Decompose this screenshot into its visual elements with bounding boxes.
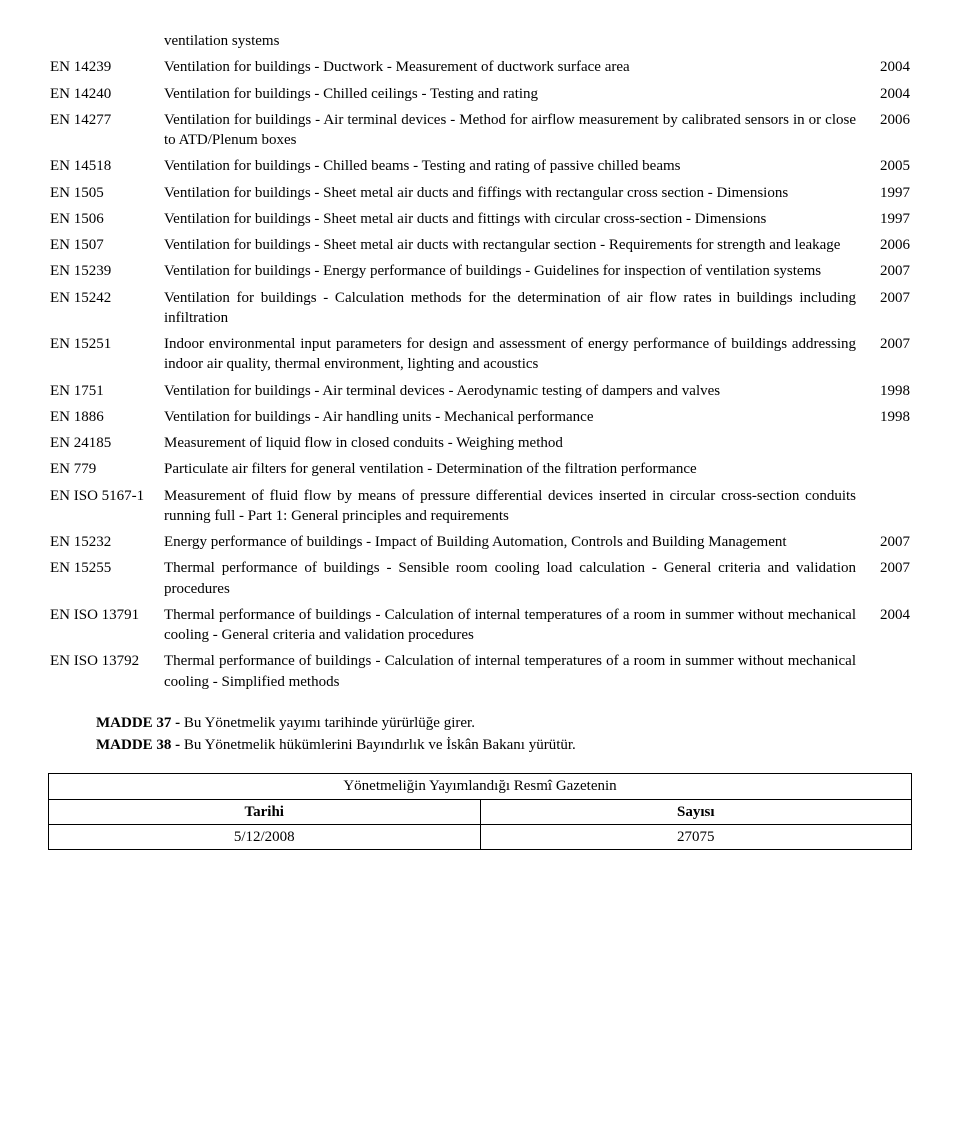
standard-description: Thermal performance of buildings - Calcu… <box>162 648 858 695</box>
standard-year: 2007 <box>858 529 912 555</box>
gazette-box: Yönetmeliğin Yayımlandığı Resmî Gazeteni… <box>48 773 912 850</box>
standard-code: EN 1505 <box>48 180 162 206</box>
table-row: EN 14239Ventilation for buildings - Duct… <box>48 54 912 80</box>
standard-code: EN 15251 <box>48 331 162 378</box>
standard-description: Ventilation for buildings - Sheet metal … <box>162 180 858 206</box>
standard-description: Ventilation for buildings - Air terminal… <box>162 107 858 154</box>
standard-code: EN 14239 <box>48 54 162 80</box>
standard-description: Thermal performance of buildings - Sensi… <box>162 555 858 602</box>
standard-year: 2004 <box>858 602 912 649</box>
standard-year: 2005 <box>858 153 912 179</box>
standard-description: Ventilation for buildings - Air terminal… <box>162 378 858 404</box>
standard-description: Ventilation for buildings - Calculation … <box>162 285 858 332</box>
standard-description: Particulate air filters for general vent… <box>162 456 858 482</box>
madde-38-text: Bu Yönetmelik hükümlerini Bayındırlık ve… <box>180 737 576 753</box>
standard-code: EN 15255 <box>48 555 162 602</box>
standard-year: 2007 <box>858 331 912 378</box>
standard-year: 1997 <box>858 206 912 232</box>
table-row: EN 15239Ventilation for buildings - Ener… <box>48 258 912 284</box>
standard-description: Energy performance of buildings - Impact… <box>162 529 858 555</box>
table-row: EN 1506Ventilation for buildings - Sheet… <box>48 206 912 232</box>
gazette-tarihi-value: 5/12/2008 <box>49 824 481 849</box>
standard-year: 1997 <box>858 180 912 206</box>
standard-description: Ventilation for buildings - Air handling… <box>162 404 858 430</box>
standard-year <box>858 430 912 456</box>
table-row: EN 15242Ventilation for buildings - Calc… <box>48 285 912 332</box>
table-row: EN ISO 13791Thermal performance of build… <box>48 602 912 649</box>
table-row: EN 1886Ventilation for buildings - Air h… <box>48 404 912 430</box>
gazette-table: Yönetmeliğin Yayımlandığı Resmî Gazeteni… <box>48 773 912 850</box>
table-row: ventilation systems <box>48 28 912 54</box>
madde-block: MADDE 37 - Bu Yönetmelik yayımı tarihind… <box>96 713 864 756</box>
madde-38: MADDE 38 - Bu Yönetmelik hükümlerini Bay… <box>96 735 864 755</box>
standard-description: Thermal performance of buildings - Calcu… <box>162 602 858 649</box>
standard-year: 2007 <box>858 258 912 284</box>
standard-description: Ventilation for buildings - Chilled ceil… <box>162 81 858 107</box>
table-row: EN 14240Ventilation for buildings - Chil… <box>48 81 912 107</box>
standard-description: Ventilation for buildings - Sheet metal … <box>162 206 858 232</box>
standard-code: EN 1751 <box>48 378 162 404</box>
standard-year <box>858 483 912 530</box>
madde-37-text: Bu Yönetmelik yayımı tarihinde yürürlüğe… <box>180 715 475 731</box>
table-row: EN 1751Ventilation for buildings - Air t… <box>48 378 912 404</box>
gazette-sayisi-label: Sayısı <box>480 799 912 824</box>
standard-description: Ventilation for buildings - Energy perfo… <box>162 258 858 284</box>
standard-description: ventilation systems <box>162 28 858 54</box>
standard-code: EN 15239 <box>48 258 162 284</box>
table-row: EN 15255Thermal performance of buildings… <box>48 555 912 602</box>
standard-code: EN 24185 <box>48 430 162 456</box>
standard-code: EN 14518 <box>48 153 162 179</box>
table-row: EN 1507Ventilation for buildings - Sheet… <box>48 232 912 258</box>
standard-year: 2006 <box>858 232 912 258</box>
table-row: EN 15232Energy performance of buildings … <box>48 529 912 555</box>
standards-table: ventilation systemsEN 14239Ventilation f… <box>48 28 912 695</box>
standard-description: Measurement of liquid flow in closed con… <box>162 430 858 456</box>
table-row: EN 24185Measurement of liquid flow in cl… <box>48 430 912 456</box>
standard-description: Indoor environmental input parameters fo… <box>162 331 858 378</box>
standard-year <box>858 648 912 695</box>
madde-37-label: MADDE 37 - <box>96 715 180 731</box>
table-row: EN ISO 5167-1Measurement of fluid flow b… <box>48 483 912 530</box>
standard-code: EN ISO 13791 <box>48 602 162 649</box>
standard-year: 1998 <box>858 378 912 404</box>
standard-description: Ventilation for buildings - Sheet metal … <box>162 232 858 258</box>
standard-code: EN 1506 <box>48 206 162 232</box>
standard-code: EN 1886 <box>48 404 162 430</box>
standard-year: 2004 <box>858 81 912 107</box>
standard-year: 1998 <box>858 404 912 430</box>
standard-code: EN 15232 <box>48 529 162 555</box>
standard-year <box>858 28 912 54</box>
table-row: EN 15251Indoor environmental input param… <box>48 331 912 378</box>
standard-description: Ventilation for buildings - Chilled beam… <box>162 153 858 179</box>
table-row: EN ISO 13792Thermal performance of build… <box>48 648 912 695</box>
standard-code <box>48 28 162 54</box>
standard-code: EN 779 <box>48 456 162 482</box>
standard-code: EN 1507 <box>48 232 162 258</box>
standard-description: Ventilation for buildings - Ductwork - M… <box>162 54 858 80</box>
gazette-tarihi-label: Tarihi <box>49 799 481 824</box>
madde-37: MADDE 37 - Bu Yönetmelik yayımı tarihind… <box>96 713 864 733</box>
standard-description: Measurement of fluid flow by means of pr… <box>162 483 858 530</box>
standard-code: EN ISO 5167-1 <box>48 483 162 530</box>
standard-year: 2007 <box>858 555 912 602</box>
standard-code: EN 15242 <box>48 285 162 332</box>
standard-code: EN 14240 <box>48 81 162 107</box>
standard-code: EN 14277 <box>48 107 162 154</box>
madde-38-label: MADDE 38 - <box>96 737 180 753</box>
gazette-title: Yönetmeliğin Yayımlandığı Resmî Gazeteni… <box>49 774 912 799</box>
standard-year: 2006 <box>858 107 912 154</box>
table-row: EN 1505Ventilation for buildings - Sheet… <box>48 180 912 206</box>
standard-code: EN ISO 13792 <box>48 648 162 695</box>
table-row: EN 779Particulate air filters for genera… <box>48 456 912 482</box>
standard-year: 2004 <box>858 54 912 80</box>
table-row: EN 14277Ventilation for buildings - Air … <box>48 107 912 154</box>
standard-year: 2007 <box>858 285 912 332</box>
table-row: EN 14518Ventilation for buildings - Chil… <box>48 153 912 179</box>
standard-year <box>858 456 912 482</box>
gazette-sayisi-value: 27075 <box>480 824 912 849</box>
